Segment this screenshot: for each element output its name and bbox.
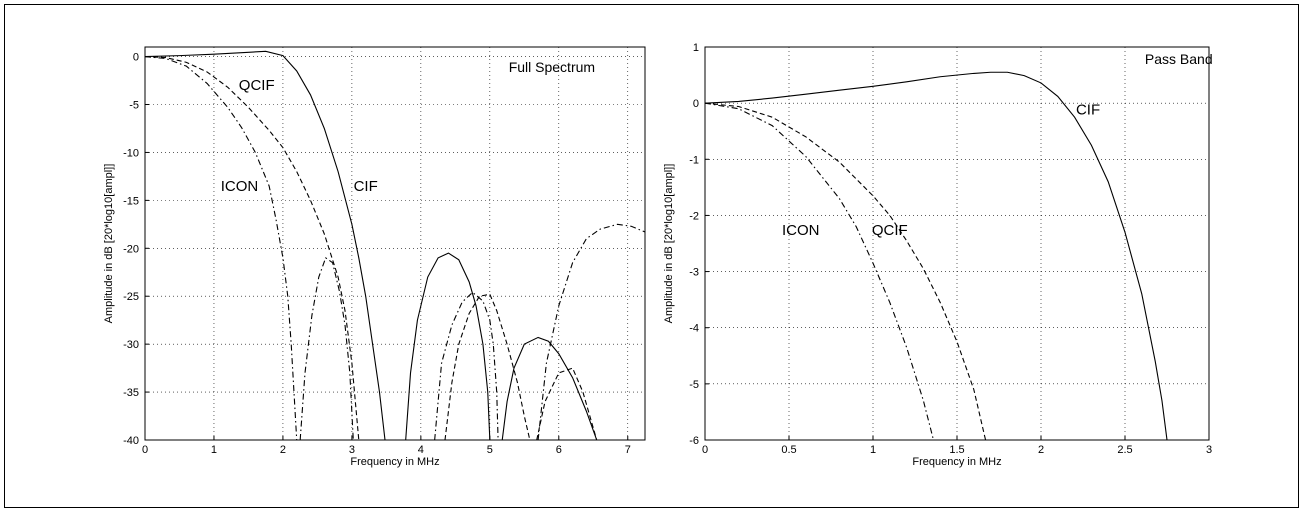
y-tick-label: -6: [689, 435, 699, 447]
curve-label-icon: ICON: [221, 178, 259, 195]
x-tick-label: 2.5: [1117, 444, 1132, 456]
curve-label-qcif: QCIF: [239, 77, 275, 94]
curve-label-cif: CIF: [354, 178, 378, 195]
y-tick-label: -30: [123, 339, 139, 351]
series-cif-line: [145, 50, 386, 440]
y-tick-label: -40: [123, 435, 139, 447]
x-tick-label: 0: [702, 444, 708, 456]
curve-label-cif: CIF: [1076, 101, 1100, 118]
series-icon-line: [537, 223, 645, 440]
x-tick-label: 2: [1038, 444, 1044, 456]
series-qcif-line: [536, 367, 598, 440]
x-tick-label: 5: [487, 444, 493, 456]
series-cif-line: [705, 71, 1168, 440]
x-axis-label: Frequency in MHz: [350, 456, 439, 468]
x-tick-label: 1.5: [949, 444, 964, 456]
series-cif-line: [501, 336, 598, 440]
x-tick-label: 0.5: [781, 444, 796, 456]
x-tick-label: 0: [142, 444, 148, 456]
x-tick-label: 7: [625, 444, 631, 456]
full-spectrum-chart: 0 1 2 3 4 5 6 7 0 -5 -10 -15 -20 -25 -30 -35 -40 Frequenc…: [103, 46, 646, 468]
plot-area-border: [144, 46, 646, 441]
panel-title-label: Pass Band: [1145, 51, 1213, 67]
series-icon-line: [434, 291, 499, 440]
x-tick-label: 6: [556, 444, 562, 456]
x-axis-label: Frequency in MHz: [912, 456, 1001, 468]
series-qcif-line: [145, 56, 360, 440]
y-tick-label: 0: [693, 98, 699, 110]
y-tick-label: -35: [123, 387, 139, 399]
x-tick-label: 3: [1206, 444, 1212, 456]
y-tick-label: -25: [123, 291, 139, 303]
series-icon-line: [145, 56, 298, 440]
series-icon-line: [299, 257, 354, 440]
series-qcif-line: [444, 293, 531, 440]
y-tick-label: -2: [689, 210, 699, 222]
series-icon-line: [705, 102, 935, 440]
x-tick-label: 1: [870, 444, 876, 456]
y-axis-label: Amplitude in dB [20*log10[ampl]]: [663, 164, 675, 324]
y-tick-label: -15: [123, 195, 139, 207]
x-tick-label: 1: [211, 444, 217, 456]
x-tick-label: 2: [280, 444, 286, 456]
figure-frame: [4, 4, 1299, 508]
y-tick-label: -20: [123, 243, 139, 255]
panel-title-label: Full Spectrum: [509, 59, 595, 75]
x-tick-label: 4: [418, 444, 424, 456]
y-axis-label: Amplitude in dB [20*log10[ampl]]: [103, 164, 115, 324]
x-tick-label: 3: [349, 444, 355, 456]
y-tick-label: 0: [133, 52, 139, 64]
y-tick-label: -5: [129, 100, 139, 112]
curve-label-icon: ICON: [782, 222, 820, 239]
y-tick-label: -1: [689, 154, 699, 166]
pass-band-chart: 0 0.5 1 1.5 2 2.5 3 1 0 -1 -2 -3 -4 -5 -6 Frequency in …: [663, 42, 1213, 468]
curve-label-qcif: QCIF: [872, 222, 908, 239]
y-tick-label: 1: [693, 42, 699, 54]
y-tick-label: -3: [689, 267, 699, 279]
y-tick-label: -10: [123, 147, 139, 159]
y-tick-label: -4: [689, 323, 699, 335]
y-tick-label: -5: [689, 379, 699, 391]
plot-area-border: [704, 46, 1210, 441]
series-cif-line: [405, 252, 491, 440]
